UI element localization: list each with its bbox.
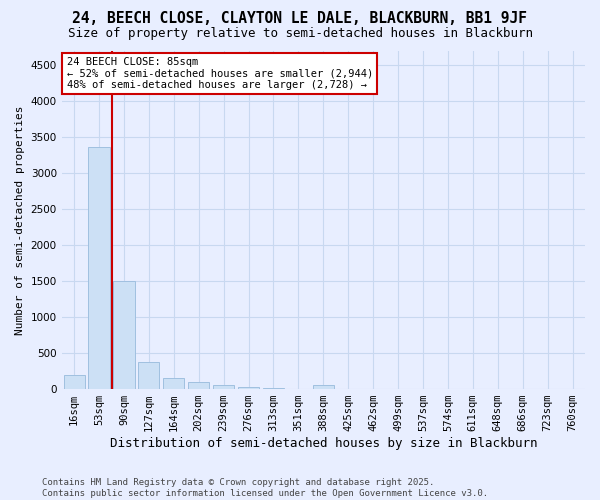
Bar: [138, 362, 160, 389]
Bar: [238, 387, 259, 389]
Text: 24 BEECH CLOSE: 85sqm
← 52% of semi-detached houses are smaller (2,944)
48% of s: 24 BEECH CLOSE: 85sqm ← 52% of semi-deta…: [67, 57, 373, 90]
Bar: [64, 374, 85, 389]
X-axis label: Distribution of semi-detached houses by size in Blackburn: Distribution of semi-detached houses by …: [110, 437, 537, 450]
Bar: [113, 281, 134, 389]
Bar: [313, 385, 334, 389]
Text: Contains HM Land Registry data © Crown copyright and database right 2025.
Contai: Contains HM Land Registry data © Crown c…: [42, 478, 488, 498]
Text: 24, BEECH CLOSE, CLAYTON LE DALE, BLACKBURN, BB1 9JF: 24, BEECH CLOSE, CLAYTON LE DALE, BLACKB…: [73, 11, 527, 26]
Bar: [263, 388, 284, 389]
Text: Size of property relative to semi-detached houses in Blackburn: Size of property relative to semi-detach…: [67, 28, 533, 40]
Bar: [188, 382, 209, 389]
Bar: [88, 146, 110, 389]
Bar: [163, 378, 184, 389]
Y-axis label: Number of semi-detached properties: Number of semi-detached properties: [15, 106, 25, 335]
Bar: [213, 385, 234, 389]
